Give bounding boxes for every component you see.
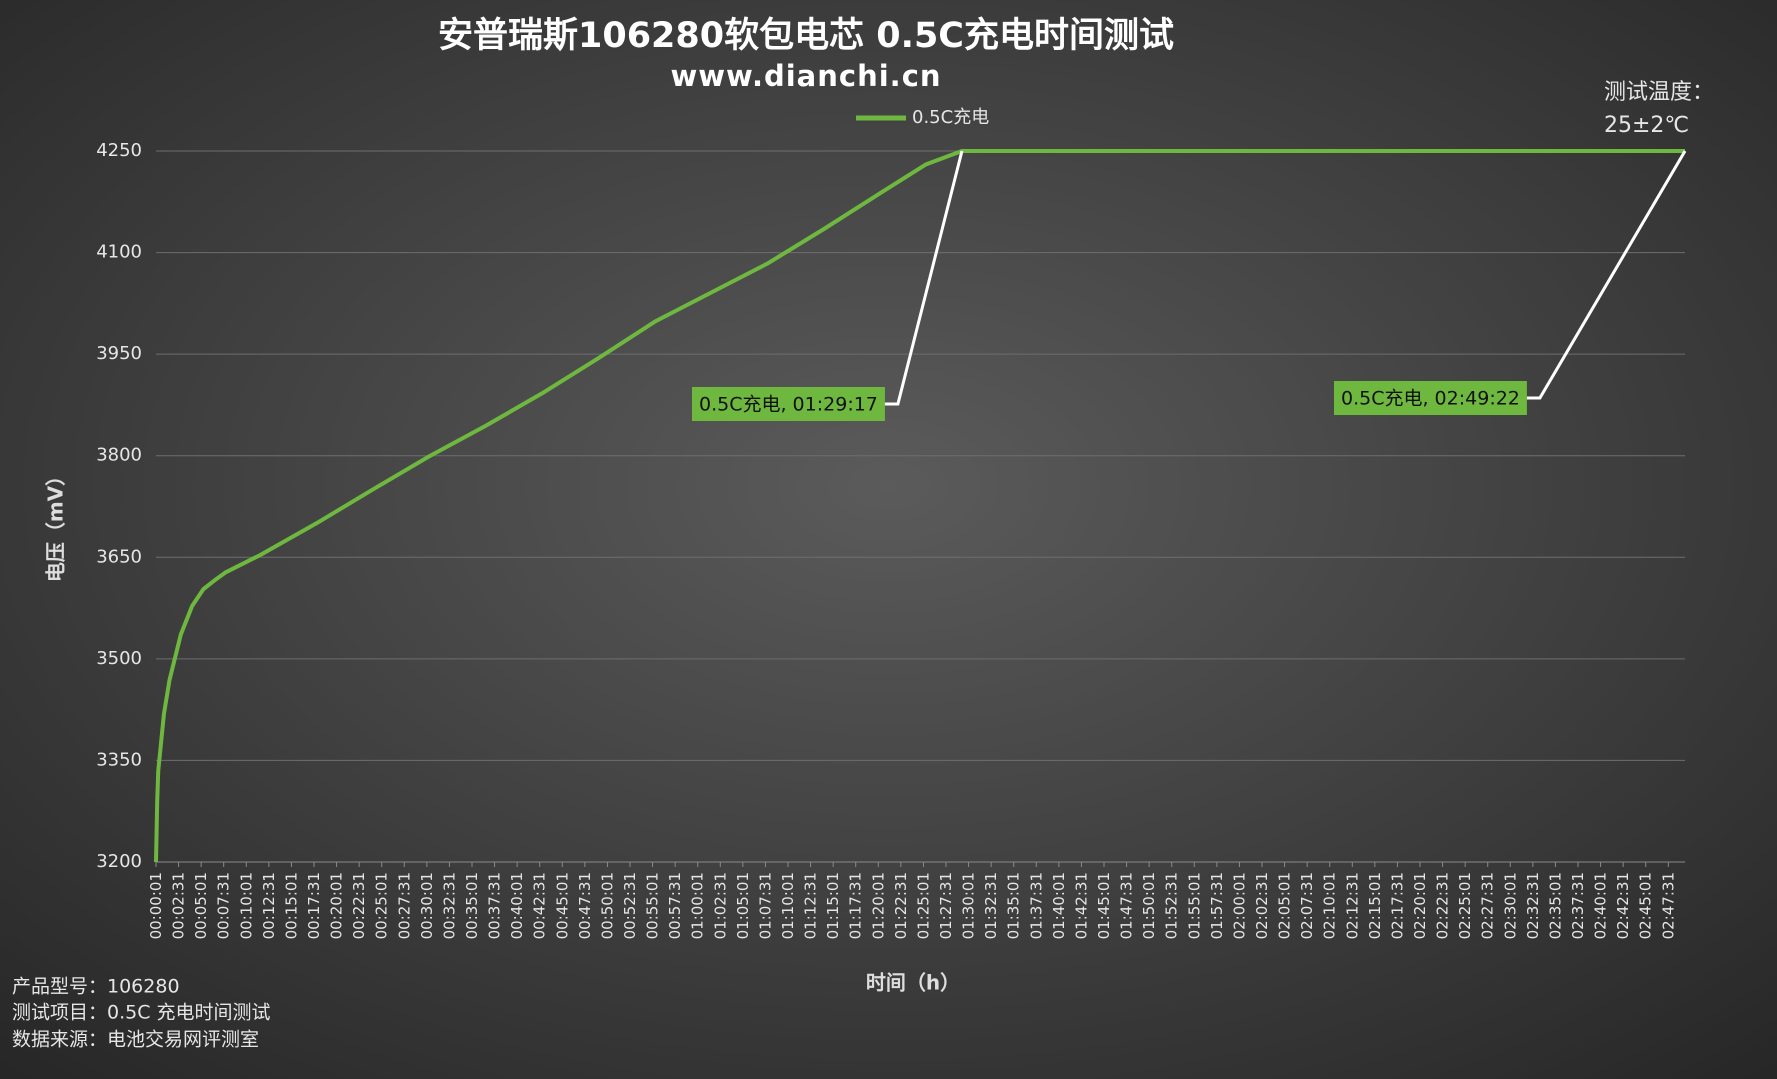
footer-text: 产品型号：106280 — [12, 976, 180, 998]
annotation-box — [1334, 381, 1527, 415]
x-tick-label: 02:27:31 — [1479, 872, 1497, 939]
x-tick-label: 02:42:31 — [1614, 872, 1632, 939]
x-tick-label: 01:00:01 — [689, 872, 707, 939]
x-tick-label: 01:47:31 — [1118, 872, 1136, 939]
x-tick-label: 00:17:31 — [305, 872, 323, 939]
x-tick-label: 01:42:31 — [1072, 872, 1090, 939]
x-tick-label: 00:35:01 — [463, 872, 481, 939]
chart-title: 安普瑞斯106280软包电芯 0.5C充电时间测试 — [438, 16, 1174, 56]
y-axis-label: 电压（mV） — [44, 466, 68, 582]
x-tick-label: 00:45:01 — [553, 872, 571, 939]
x-tick-label: 02:15:01 — [1366, 872, 1384, 939]
x-tick-label: 02:00:01 — [1230, 872, 1248, 939]
x-tick-label: 00:37:31 — [486, 872, 504, 939]
x-tick-label: 02:32:31 — [1524, 872, 1542, 939]
x-tick-label: 02:30:01 — [1501, 872, 1519, 939]
x-tick-label: 02:10:01 — [1321, 872, 1339, 939]
x-tick-label: 00:42:31 — [531, 872, 549, 939]
x-tick-label: 00:32:31 — [440, 872, 458, 939]
x-tick-label: 02:25:01 — [1456, 872, 1474, 939]
footer-text: 数据来源：电池交易网评测室 — [12, 1029, 259, 1051]
y-tick-label: 3200 — [96, 851, 142, 872]
x-tick-label: 00:07:31 — [215, 872, 233, 939]
x-tick-label: 02:40:01 — [1592, 872, 1610, 939]
x-tick-label: 01:10:01 — [779, 872, 797, 939]
x-tick-label: 02:35:01 — [1546, 872, 1564, 939]
note: 测试温度： — [1604, 80, 1714, 105]
x-tick-label: 00:40:01 — [508, 872, 526, 939]
x-tick-label: 00:10:01 — [237, 872, 255, 939]
x-axis-label: 时间（h） — [866, 971, 960, 995]
x-tick-label: 02:07:31 — [1298, 872, 1316, 939]
legend-label: 0.5C充电 — [912, 107, 989, 128]
x-tick-label: 02:05:01 — [1276, 872, 1294, 939]
x-tick-label: 00:47:31 — [576, 872, 594, 939]
x-tick-label: 01:35:01 — [1005, 872, 1023, 939]
annotation-connector — [884, 150, 964, 406]
x-tick-label: 02:12:31 — [1343, 872, 1361, 939]
footer-text: 测试项目：0.5C 充电时间测试 — [12, 1002, 271, 1024]
x-tick-label: 00:15:01 — [282, 872, 300, 939]
x-tick-label: 02:47:31 — [1659, 872, 1677, 939]
x-tick-label: 01:07:31 — [756, 872, 774, 939]
x-tick-label: 02:02:31 — [1253, 872, 1271, 939]
x-tick-label: 01:12:31 — [802, 872, 820, 939]
data-line — [154, 149, 1685, 863]
y-tick-label: 4100 — [96, 242, 142, 263]
y-tick-label: 3800 — [96, 445, 142, 466]
x-tick-label: 01:40:01 — [1050, 872, 1068, 939]
x-tick-label: 01:20:01 — [869, 872, 887, 939]
x-tick-label: 00:30:01 — [418, 872, 436, 939]
note: 25±2℃ — [1604, 113, 1689, 138]
x-tick-label: 00:50:01 — [598, 872, 616, 939]
x-tick-label: 01:02:31 — [711, 872, 729, 939]
y-tick-label: 3350 — [96, 749, 142, 770]
x-tick-label: 01:27:31 — [937, 872, 955, 939]
x-tick-label: 00:22:31 — [350, 872, 368, 939]
x-tick-label: 00:20:01 — [328, 872, 346, 939]
x-tick-label: 00:27:31 — [395, 872, 413, 939]
y-tick-label: 3950 — [96, 343, 142, 364]
y-tick-label: 3500 — [96, 648, 142, 669]
x-tick-label: 00:57:31 — [666, 872, 684, 939]
x-tick-label: 01:55:01 — [1185, 872, 1203, 939]
x-tick-label: 01:50:01 — [1140, 872, 1158, 939]
x-tick-label: 01:57:31 — [1208, 872, 1226, 939]
x-tick-label: 01:22:31 — [892, 872, 910, 939]
x-tick-label: 01:37:31 — [1027, 872, 1045, 939]
x-tick-label: 02:45:01 — [1637, 872, 1655, 939]
x-tick-label: 00:55:01 — [644, 872, 662, 939]
y-tick-label: 3650 — [96, 546, 142, 567]
x-tick-label: 00:12:31 — [260, 872, 278, 939]
x-tick-label: 01:52:31 — [1163, 872, 1181, 939]
x-tick-label: 00:02:31 — [170, 872, 188, 939]
annotation-label: 0.5C充电, 01:29:17 — [699, 394, 878, 416]
x-tick-label: 02:20:01 — [1411, 872, 1429, 939]
x-tick-label: 00:05:01 — [192, 872, 210, 939]
x-tick-label: 00:52:31 — [621, 872, 639, 939]
annotation-connector — [1526, 150, 1687, 400]
x-tick-label: 01:32:31 — [982, 872, 1000, 939]
x-tick-label: 01:17:31 — [847, 872, 865, 939]
x-tick-label: 02:22:31 — [1434, 872, 1452, 939]
y-tick-label: 4250 — [96, 140, 142, 161]
x-tick-label: 01:15:01 — [824, 872, 842, 939]
x-tick-label: 00:25:01 — [373, 872, 391, 939]
x-tick-label: 00:00:01 — [147, 872, 165, 939]
x-tick-label: 02:37:31 — [1569, 872, 1587, 939]
x-tick-label: 01:45:01 — [1095, 872, 1113, 939]
x-tick-label: 01:25:01 — [914, 872, 932, 939]
x-tick-label: 01:05:01 — [734, 872, 752, 939]
annotation-label: 0.5C充电, 02:49:22 — [1341, 388, 1520, 410]
x-tick-label: 02:17:31 — [1388, 872, 1406, 939]
x-tick-label: 01:30:01 — [960, 872, 978, 939]
annotation-box — [692, 387, 885, 421]
chart-subtitle: www.dianchi.cn — [670, 59, 941, 93]
